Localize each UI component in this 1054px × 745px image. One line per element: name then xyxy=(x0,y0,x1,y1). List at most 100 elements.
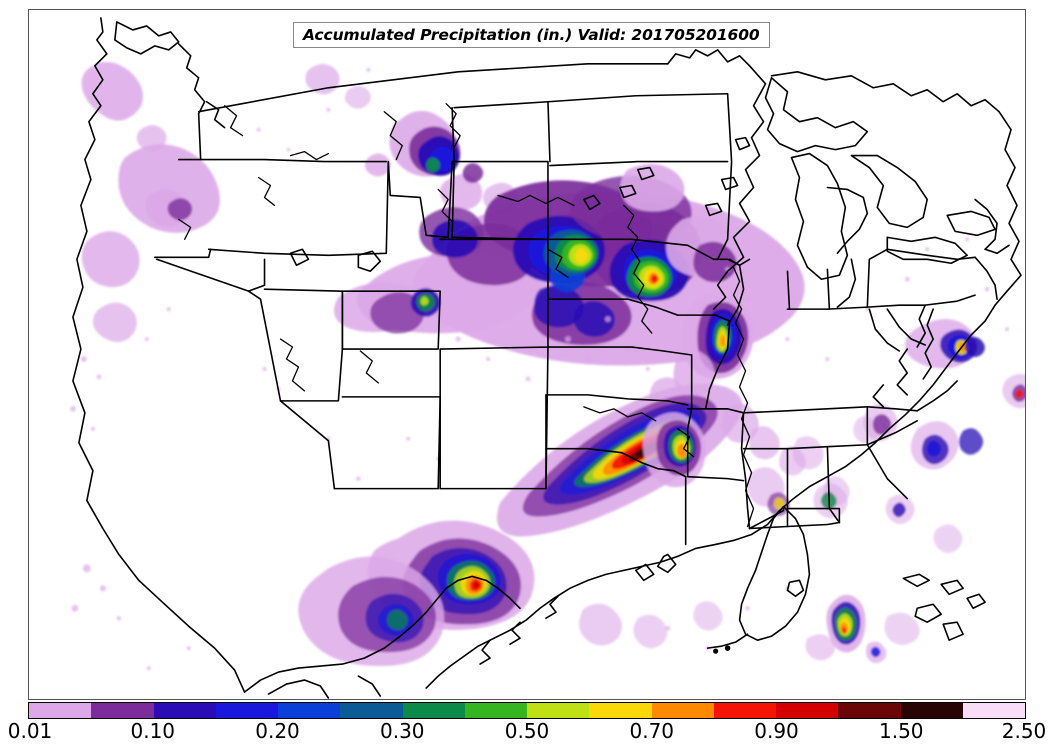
colorbar-label-0-30: 0.30 xyxy=(379,719,425,743)
lake-superior xyxy=(764,77,869,153)
mississippi-river xyxy=(732,266,755,528)
colorbar-segment-8 xyxy=(527,703,590,718)
colorbar-segment-3 xyxy=(215,703,278,718)
state-border-nv-north xyxy=(247,258,266,292)
mexico-interior-1 xyxy=(267,679,330,699)
lake-sakakawea xyxy=(583,194,601,211)
state-border-in-oh xyxy=(826,268,831,310)
bahamas-2 xyxy=(940,579,964,596)
missouri-river xyxy=(623,204,653,334)
state-border-ia-mo xyxy=(676,314,731,322)
state-border-ny-east xyxy=(974,256,998,300)
colorbar-segment-5 xyxy=(340,703,403,718)
state-border-ok-tx xyxy=(545,447,643,464)
map-canvas xyxy=(29,10,1025,699)
columbia-lower xyxy=(223,105,244,137)
colorbar-segment-14 xyxy=(900,703,963,718)
puget-sound-inner xyxy=(205,100,226,129)
state-border-ga-sc xyxy=(866,443,909,500)
colorbar-label-0-01: 0.01 xyxy=(7,719,53,743)
precip-feature-gulf-florida-cell xyxy=(805,594,920,664)
lake-huron xyxy=(850,154,928,229)
lake-michigan xyxy=(790,152,849,281)
state-border-tn-ky xyxy=(742,406,869,414)
state-border-gulf-ms-al xyxy=(748,521,841,530)
colorbar-segment-6 xyxy=(402,703,465,718)
colorbar-label-0-50: 0.50 xyxy=(504,719,550,743)
colorbar-segment-10 xyxy=(651,703,714,718)
precip-feature-south-texas xyxy=(298,520,535,667)
colorbar-segment-15 xyxy=(962,703,1025,718)
matagorda-bay xyxy=(509,621,521,645)
precip-feature-pacific-northwest xyxy=(81,61,371,342)
columbia-river xyxy=(383,111,403,161)
colorbar-label-0-10: 0.10 xyxy=(130,719,176,743)
map-title-box: Accumulated Precipitation (in.) Valid: 2… xyxy=(293,22,770,48)
state-border-ar-la xyxy=(686,475,745,482)
colorbar-label-1-50: 1.50 xyxy=(878,719,924,743)
mexico-interior-2 xyxy=(357,675,382,697)
devils-lake xyxy=(619,184,637,199)
precip-feature-northern-plains-mcs xyxy=(333,163,805,366)
vancouver-island xyxy=(114,21,180,55)
colorbar-segment-13 xyxy=(838,703,901,718)
bahamas-1 xyxy=(902,573,930,588)
state-border-oh-pa-md xyxy=(826,304,926,310)
map-panel xyxy=(28,9,1026,700)
louisiana-marsh xyxy=(634,563,655,582)
state-border-pa-ny xyxy=(886,248,976,261)
precip-feature-northern-rockies xyxy=(364,110,518,214)
rio-grande-border xyxy=(243,575,521,693)
missouri-upper xyxy=(497,194,575,207)
state-border-pa-west xyxy=(866,248,889,308)
us-canada-border-lakeofwoods xyxy=(666,49,751,67)
lake-superior-west xyxy=(726,65,767,273)
colorbar-segment-2 xyxy=(153,703,216,718)
platte-river xyxy=(547,248,569,278)
state-border-fl-west xyxy=(748,505,785,530)
state-border-nd-sd xyxy=(549,160,729,167)
state-border-ar-ms-river xyxy=(740,412,751,530)
mn-lake-2 xyxy=(720,176,739,191)
state-border-co xyxy=(439,238,549,350)
precip-feature-atlantic-offshore xyxy=(813,318,1025,553)
state-border-tn-ms-al-ga xyxy=(742,443,869,450)
colorbar-segment-1 xyxy=(91,703,154,718)
state-border-tx-la xyxy=(640,461,687,478)
missouri-mt xyxy=(445,103,461,149)
state-border-id xyxy=(387,160,453,239)
pamlico-sound xyxy=(896,348,909,396)
page-title: Accumulated Precipitation (in.) Valid: 2… xyxy=(303,26,760,44)
florida-peninsula xyxy=(738,505,811,641)
state-border-or-ca xyxy=(153,248,212,259)
delmarva-bay xyxy=(916,304,926,348)
state-border-nd-canada xyxy=(547,92,729,103)
state-border-ut xyxy=(341,290,441,350)
colorbar-label-0-20: 0.20 xyxy=(255,719,300,743)
us-canada-border-west xyxy=(197,63,669,113)
state-border-il-in xyxy=(786,270,791,310)
map-geography xyxy=(72,17,1022,699)
colorbar-segment-7 xyxy=(464,703,527,718)
bahamas-4 xyxy=(942,621,964,641)
state-border-or xyxy=(207,160,390,257)
great-salt-lake xyxy=(357,250,382,273)
colorbar-label-0-70: 0.70 xyxy=(629,719,675,743)
precipitation-field xyxy=(70,61,1025,671)
state-border-mo-il xyxy=(704,320,731,410)
colorado-river-upper xyxy=(359,350,379,384)
snake-river xyxy=(437,188,453,223)
precipitation-colorbar xyxy=(28,702,1026,719)
colorado-river-lower xyxy=(279,338,306,392)
pyramid-lake xyxy=(289,248,310,267)
state-border-wy xyxy=(451,160,549,241)
mn-lake-1 xyxy=(704,202,723,217)
state-border-va-nc-east xyxy=(916,380,958,412)
rivers-group xyxy=(178,103,755,528)
willamette-river xyxy=(178,218,192,240)
colorbar-label-0-90: 0.90 xyxy=(754,719,799,743)
state-border-wv-va xyxy=(886,308,926,346)
state-border-wa-or-north xyxy=(177,158,388,163)
colorbar-wrap xyxy=(28,702,1026,719)
gulf-coastline xyxy=(425,509,781,689)
